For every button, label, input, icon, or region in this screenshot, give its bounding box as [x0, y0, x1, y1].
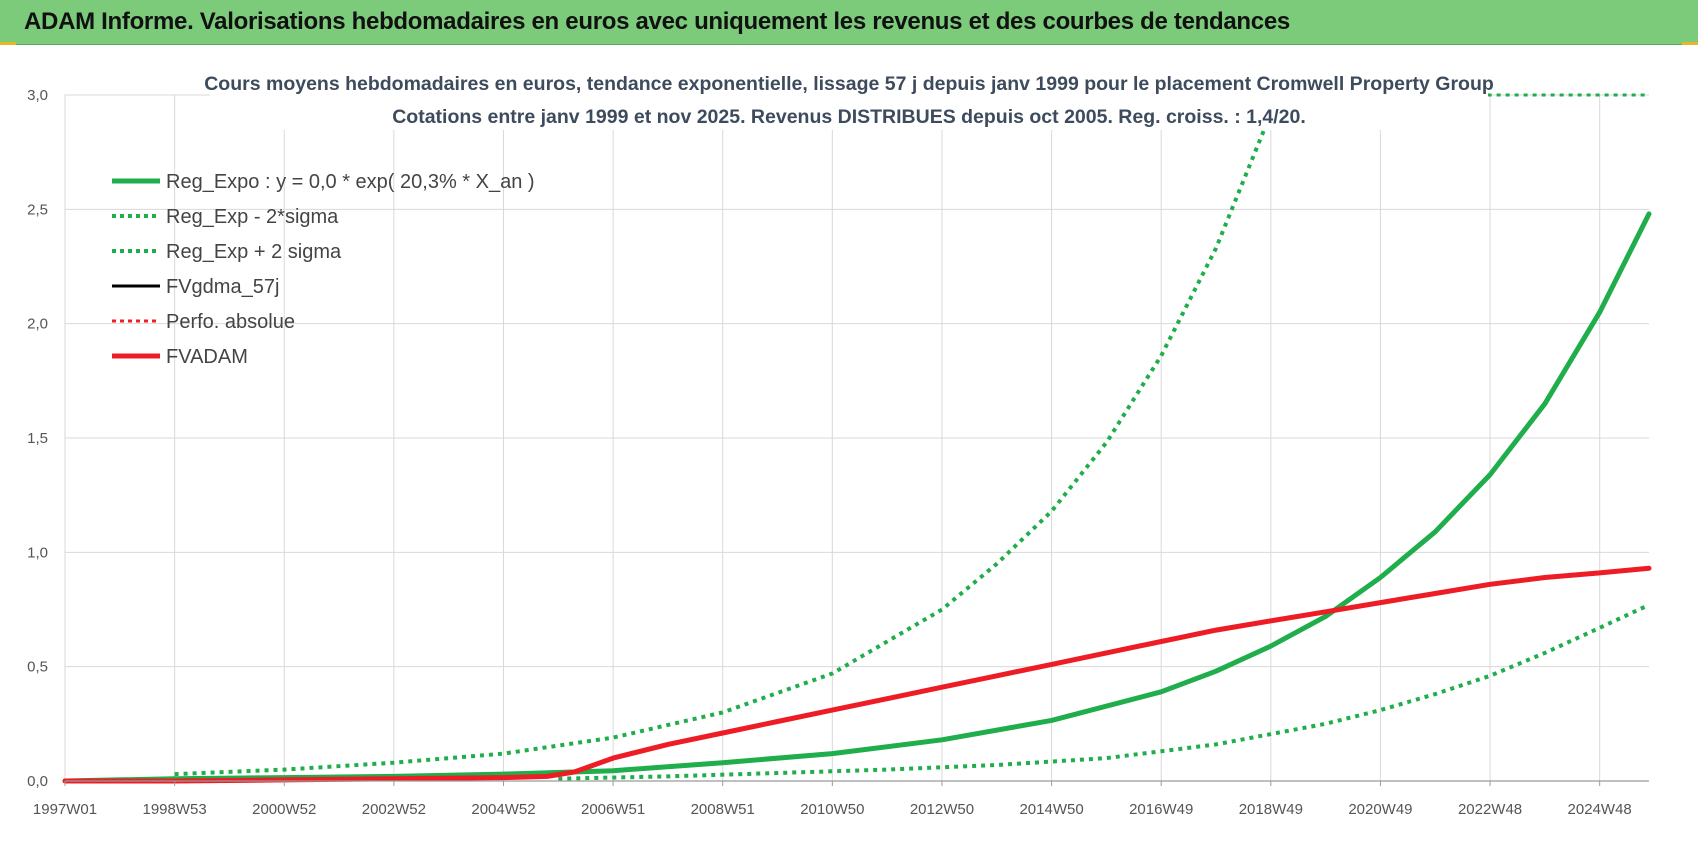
- x-tick-label: 2000W52: [252, 801, 316, 818]
- x-tick-label: 2012W50: [910, 801, 974, 818]
- page-title: ADAM Informe. Valorisations hebdomadaire…: [24, 8, 1290, 35]
- series-line-1: [558, 603, 1650, 781]
- header-bar: ADAM Informe. Valorisations hebdomadaire…: [0, 0, 1698, 45]
- x-tick-label: 2006W51: [581, 801, 645, 818]
- x-tick-label: 2014W50: [1019, 801, 1083, 818]
- x-tick-label: 2016W49: [1129, 801, 1193, 818]
- y-tick-label: 2,0: [27, 316, 48, 333]
- chart-background: [0, 45, 1698, 848]
- y-tick-label: 0,5: [27, 659, 48, 676]
- x-tick-label: 2010W50: [800, 801, 864, 818]
- chart-title-line-1: Cours moyens hebdomadaires en euros, ten…: [204, 73, 1494, 95]
- series-layer: [62, 93, 1652, 784]
- x-tick-label: 1998W53: [143, 801, 207, 818]
- x-tick-label: 2004W52: [471, 801, 535, 818]
- series-line-2: [174, 93, 1312, 777]
- legend-label-4: Perfo. absolue: [166, 311, 295, 333]
- y-tick-label: 3,0: [27, 87, 48, 104]
- series-line-5: [62, 565, 1652, 784]
- legend-label-3: FVgdma_57j: [166, 276, 279, 298]
- corner-marker-right: [1682, 42, 1698, 47]
- axes: 0,0 0,5 1,0 1,5 2,0 2,5 3,0 1997W01 1998W53 2000W…: [27, 87, 1649, 818]
- x-tick-label: 2024W48: [1568, 801, 1632, 818]
- x-tick-label: 2020W49: [1348, 801, 1412, 818]
- legend-label-0: Reg_Expo : y = 0,0 * exp( 20,3% * X_an ): [166, 171, 535, 193]
- y-tick-label: 1,5: [27, 430, 48, 447]
- chart-title: Cours moyens hebdomadaires en euros, ten…: [204, 66, 1494, 130]
- corner-marker-left: [0, 42, 16, 47]
- x-tick-label: 2018W49: [1239, 801, 1303, 818]
- x-tick-label: 2008W51: [691, 801, 755, 818]
- grid: [64, 94, 1649, 782]
- x-tick-label: 1997W01: [33, 801, 97, 818]
- legend-label-5: FVADAM: [166, 346, 248, 368]
- legend-label-1: Reg_Exp - 2*sigma: [166, 206, 339, 228]
- x-tick-label: 2002W52: [362, 801, 426, 818]
- y-tick-label: 0,0: [27, 773, 48, 790]
- legend: Reg_Expo : y = 0,0 * exp( 20,3% * X_an )…: [112, 171, 535, 368]
- x-tick-label: 2022W48: [1458, 801, 1522, 818]
- legend-label-2: Reg_Exp + 2 sigma: [166, 241, 342, 263]
- y-tick-label: 1,0: [27, 544, 48, 561]
- chart-title-line-2: Cotations entre janv 1999 et nov 2025. R…: [392, 106, 1306, 128]
- title-background: [210, 66, 1488, 130]
- y-tick-label: 2,5: [27, 201, 48, 218]
